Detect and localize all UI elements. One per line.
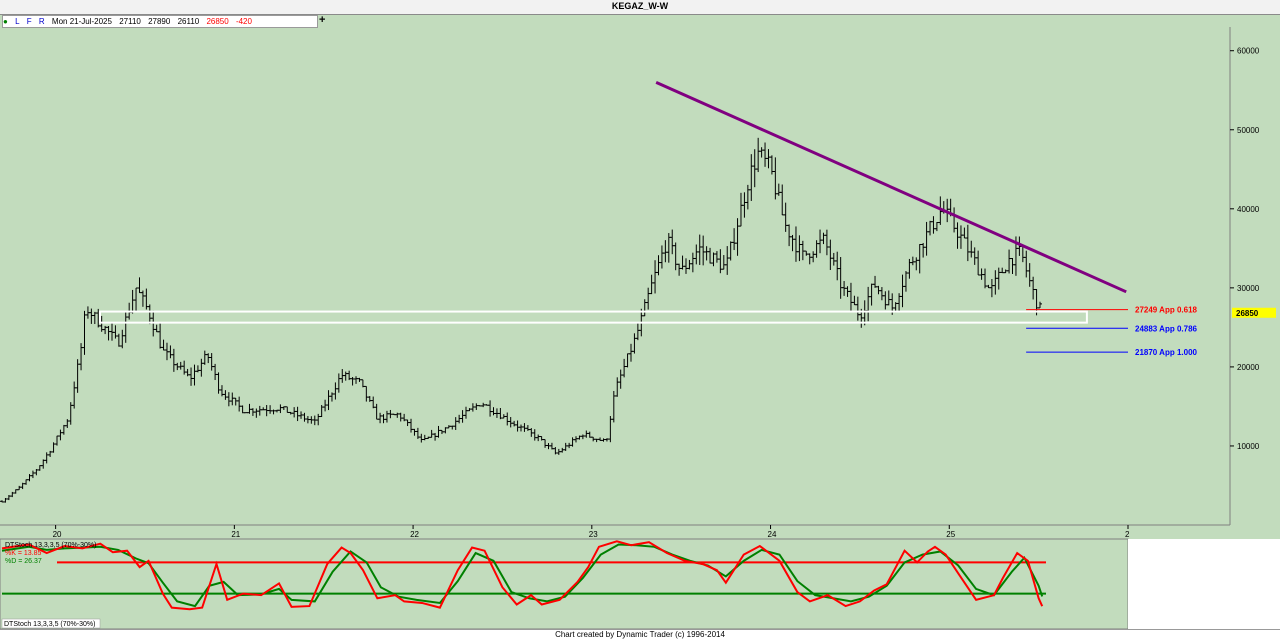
stoch-k-line [1, 540, 1044, 611]
stoch-d-line [1, 543, 1044, 608]
y-tick-label: 50000 [1237, 126, 1260, 135]
stochastic-right-blank [1128, 539, 1280, 629]
y-tick-label: 10000 [1237, 442, 1260, 451]
stoch-footer-box [1, 618, 101, 629]
toolbar-r-button[interactable]: R [38, 17, 45, 26]
last-price-label: 26850 [1236, 309, 1259, 318]
toolbar-l-button[interactable]: L [15, 17, 20, 26]
support-zone-box [99, 310, 1088, 324]
toolbar-f-button[interactable]: F [26, 17, 32, 26]
y-tick-label: 20000 [1237, 363, 1260, 372]
bar-high: 27890 [148, 17, 171, 26]
quote-info-bar: ● L F R Mon 21-Jul-2025 27110 27890 2611… [2, 15, 318, 28]
bar-open: 27110 [119, 17, 141, 26]
stoch-d-readout: %D = 26.37 [5, 558, 42, 565]
stochastic-panel-frame [0, 538, 1129, 629]
add-plus-icon[interactable]: + [319, 14, 326, 26]
retracement-label: 27249 App 0.618 [1135, 306, 1198, 315]
stoch-footer-label: DTStoch 13,3,3,5 (70%-30%) [4, 621, 95, 628]
footer-credit: Chart created by Dynamic Trader (c) 1996… [555, 630, 725, 639]
retracement-label: 21870 App 1.000 [1135, 348, 1198, 357]
y-tick-label: 40000 [1237, 205, 1260, 214]
y-tick-label: 60000 [1237, 47, 1260, 56]
stoch-title: DTStoch 13,3,3,5 (70%-30%) [5, 542, 96, 549]
x-tick-label: 2 [1125, 530, 1130, 539]
last-price-tag [1232, 307, 1276, 318]
x-tick-label: 21 [231, 530, 240, 539]
resistance-trendline [655, 80, 1127, 294]
x-tick-label: 23 [589, 530, 598, 539]
x-tick-label: 24 [768, 530, 777, 539]
stoch-k-readout: %K = 13.85 [5, 550, 41, 557]
title-bar [0, 0, 1280, 15]
x-tick-label: 22 [410, 530, 419, 539]
chart-title: KEGAZ_W-W [611, 1, 669, 11]
footer-bar [0, 629, 1280, 641]
bar-change: -420 [235, 17, 252, 26]
y-tick-label: 30000 [1237, 284, 1260, 293]
bar-date: Mon 21-Jul-2025 [51, 17, 112, 26]
price-chart[interactable]: 10000 20000 30000 40000 50000 60000 20 21 22 23 24… [0, 27, 1280, 629]
retracement-label: 24883 App 0.786 [1135, 324, 1198, 333]
bar-low: 26110 [177, 17, 200, 26]
x-tick-label: 20 [53, 530, 62, 539]
x-tick-label: 25 [946, 530, 955, 539]
bar-close: 26850 [206, 17, 229, 26]
status-dot-icon[interactable]: ● [3, 17, 8, 26]
